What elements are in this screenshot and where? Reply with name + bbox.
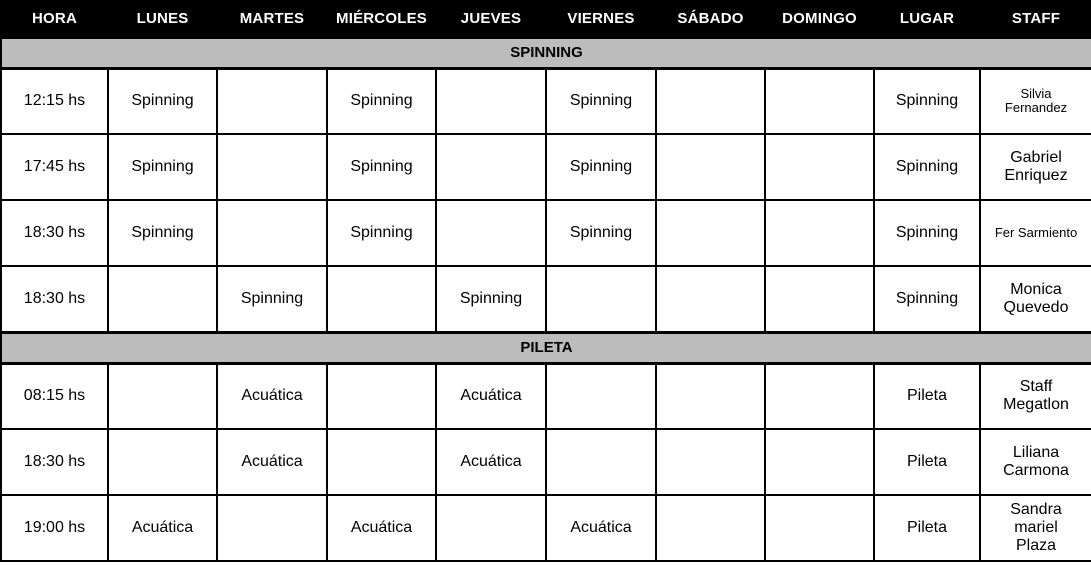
cell-domingo [764, 133, 875, 201]
cell-sabado [655, 67, 766, 135]
schedule-row: 19:00 hs Acuática Acuática Acuática Pileta Sa… [0, 494, 1091, 562]
column-header-jueves: JUEVES [435, 0, 547, 38]
cell-miercoles [326, 265, 437, 333]
cell-sabado [655, 133, 766, 201]
cell-lunes: Spinning [107, 199, 218, 267]
cell-staff: Fer Sarmiento [979, 199, 1091, 267]
cell-lugar: Pileta [873, 428, 981, 496]
schedule-row: 18:30 hs Spinning Spinning Spinning Spinning… [0, 199, 1091, 267]
section-row-spinning: SPINNING [0, 35, 1091, 70]
cell-lunes: Spinning [107, 67, 218, 135]
column-header-lunes: LUNES [107, 0, 218, 38]
cell-jueves [435, 67, 547, 135]
column-header-staff: STAFF [979, 0, 1091, 38]
cell-martes [216, 133, 328, 201]
cell-viernes: Spinning [545, 133, 657, 201]
cell-jueves [435, 133, 547, 201]
cell-martes [216, 67, 328, 135]
cell-jueves [435, 199, 547, 267]
cell-martes: Spinning [216, 265, 328, 333]
cell-jueves: Spinning [435, 265, 547, 333]
column-header-martes: MARTES [216, 0, 328, 38]
cell-hora: 19:00 hs [0, 494, 109, 562]
cell-viernes [545, 265, 657, 333]
schedule-row: 12:15 hs Spinning Spinning Spinning Spinning… [0, 67, 1091, 135]
cell-staff: Silvia Fernandez [979, 67, 1091, 135]
cell-staff: Staff Megatlon [979, 362, 1091, 430]
cell-lugar: Pileta [873, 494, 981, 562]
cell-hora: 08:15 hs [0, 362, 109, 430]
column-header-domingo: DOMINGO [764, 0, 875, 38]
schedule-row: 18:30 hs Spinning Spinning Spinning Monica Q… [0, 265, 1091, 333]
cell-domingo [764, 428, 875, 496]
cell-lugar: Spinning [873, 133, 981, 201]
cell-lugar: Pileta [873, 362, 981, 430]
header-row: HORA LUNES MARTES MIÉRCOLES JUEVES VIERNES SÁB… [0, 0, 1091, 38]
cell-viernes: Spinning [545, 199, 657, 267]
cell-staff: Sandra mariel Plaza [979, 494, 1091, 562]
cell-sabado [655, 494, 766, 562]
column-header-sabado: SÁBADO [655, 0, 766, 38]
cell-viernes: Spinning [545, 67, 657, 135]
cell-jueves: Acuática [435, 428, 547, 496]
cell-hora: 18:30 hs [0, 265, 109, 333]
cell-miercoles: Spinning [326, 67, 437, 135]
cell-martes: Acuática [216, 362, 328, 430]
cell-martes [216, 494, 328, 562]
cell-lunes: Acuática [107, 494, 218, 562]
schedule-row: 08:15 hs Acuática Acuática Pileta Staff Mega… [0, 362, 1091, 430]
cell-viernes: Acuática [545, 494, 657, 562]
cell-sabado [655, 362, 766, 430]
schedule-row: 18:30 hs Acuática Acuática Pileta Liliana Ca… [0, 428, 1091, 496]
cell-miercoles: Acuática [326, 494, 437, 562]
cell-miercoles [326, 428, 437, 496]
cell-hora: 17:45 hs [0, 133, 109, 201]
cell-domingo [764, 362, 875, 430]
cell-martes: Acuática [216, 428, 328, 496]
cell-hora: 18:30 hs [0, 428, 109, 496]
column-header-hora: HORA [0, 0, 109, 38]
cell-hora: 12:15 hs [0, 67, 109, 135]
section-row-pileta: PILETA [0, 330, 1091, 365]
cell-sabado [655, 265, 766, 333]
cell-jueves: Acuática [435, 362, 547, 430]
cell-sabado [655, 428, 766, 496]
cell-staff: Liliana Carmona [979, 428, 1091, 496]
cell-viernes [545, 362, 657, 430]
cell-lunes [107, 362, 218, 430]
cell-lunes [107, 428, 218, 496]
cell-lunes: Spinning [107, 133, 218, 201]
cell-lugar: Spinning [873, 67, 981, 135]
cell-staff: Monica Quevedo [979, 265, 1091, 333]
cell-viernes [545, 428, 657, 496]
cell-miercoles [326, 362, 437, 430]
cell-miercoles: Spinning [326, 199, 437, 267]
cell-domingo [764, 67, 875, 135]
schedule-header: HORA LUNES MARTES MIÉRCOLES JUEVES VIERNES SÁB… [0, 0, 1091, 38]
cell-miercoles: Spinning [326, 133, 437, 201]
section-title-pileta: PILETA [0, 330, 1091, 365]
cell-jueves [435, 494, 547, 562]
schedule-row: 17:45 hs Spinning Spinning Spinning Spinning… [0, 133, 1091, 201]
column-header-miercoles: MIÉRCOLES [326, 0, 437, 38]
cell-sabado [655, 199, 766, 267]
cell-lugar: Spinning [873, 199, 981, 267]
schedule-body: SPINNING 12:15 hs Spinning Spinning Spinning… [0, 35, 1091, 562]
cell-lunes [107, 265, 218, 333]
cell-martes [216, 199, 328, 267]
column-header-lugar: LUGAR [873, 0, 981, 38]
cell-domingo [764, 199, 875, 267]
section-title-spinning: SPINNING [0, 35, 1091, 70]
cell-lugar: Spinning [873, 265, 981, 333]
cell-staff: Gabriel Enriquez [979, 133, 1091, 201]
cell-domingo [764, 265, 875, 333]
column-header-viernes: VIERNES [545, 0, 657, 38]
cell-domingo [764, 494, 875, 562]
cell-hora: 18:30 hs [0, 199, 109, 267]
